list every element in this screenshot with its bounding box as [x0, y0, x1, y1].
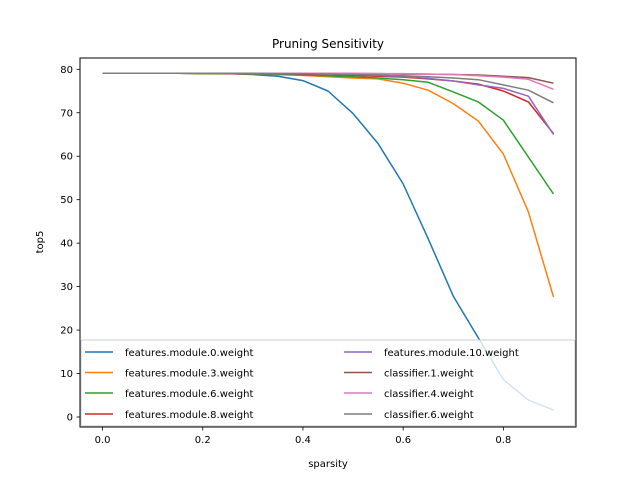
x-axis-label: sparsity — [308, 459, 348, 470]
legend-label: features.module.10.weight — [384, 348, 519, 359]
x-tick-label: 0.4 — [295, 435, 311, 446]
x-tick-label: 0.8 — [495, 435, 511, 446]
axes-frame — [79, 57, 577, 428]
legend: features.module.0.weight features.module.… — [80, 339, 576, 427]
legend-label: features.module.0.weight — [125, 348, 253, 359]
legend-label: features.module.6.weight — [125, 389, 253, 400]
y-tick-label: 60 — [60, 152, 73, 163]
y-tick-label: 10 — [60, 369, 73, 380]
x-tick-label: 0.2 — [195, 435, 211, 446]
x-tick-label: 0.0 — [95, 435, 111, 446]
y-axis-ticks: 0 10 20 30 40 50 60 70 80 — [60, 65, 80, 424]
legend-label: features.module.3.weight — [125, 369, 253, 380]
legend-label: features.module.8.weight — [125, 410, 253, 421]
y-axis-label: top5 — [35, 231, 46, 254]
legend-label: classifier.6.weight — [384, 410, 474, 421]
y-tick-label: 40 — [60, 239, 73, 250]
chart-title: Pruning Sensitivity — [272, 37, 384, 51]
y-tick-label: 0 — [67, 413, 73, 424]
legend-box — [80, 339, 576, 427]
y-tick-label: 80 — [60, 65, 73, 76]
x-tick-label: 0.6 — [395, 435, 411, 446]
series-line-classifier-6-weight — [102, 72, 554, 104]
y-tick-label: 20 — [60, 326, 73, 337]
y-tick-label: 30 — [60, 282, 73, 293]
y-tick-label: 70 — [60, 108, 73, 119]
legend-label: classifier.1.weight — [384, 369, 474, 380]
x-axis-ticks: 0.0 0.2 0.4 0.6 0.8 — [95, 427, 511, 446]
legend-label: classifier.4.weight — [384, 389, 474, 400]
plot-lines — [102, 72, 555, 411]
y-tick-label: 50 — [60, 195, 73, 206]
